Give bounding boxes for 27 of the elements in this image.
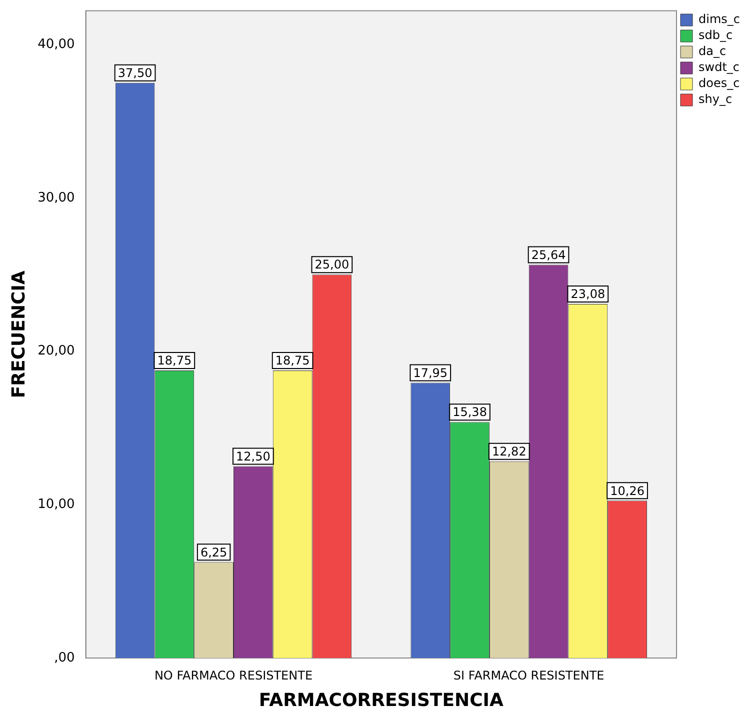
y-axis-title: FRECUENCIA	[8, 270, 30, 398]
data-label: 10,26	[610, 484, 644, 498]
data-label: 6,25	[200, 545, 228, 560]
x-tick-label: NO FARMACO RESISTENTE	[154, 668, 313, 682]
x-tick-label: SI FARMACO RESISTENTE	[453, 668, 604, 682]
data-label: 23,08	[570, 287, 606, 302]
y-tick-label: 10,00	[38, 497, 75, 512]
legend-label: sdb_c	[698, 28, 733, 42]
legend-label: da_c	[698, 44, 726, 58]
data-label: 37,50	[118, 66, 152, 80]
data-label: 18,75	[157, 354, 192, 368]
data-label: 17,95	[413, 366, 448, 380]
data-label: 12,82	[492, 444, 526, 459]
x-axis-title: FARMACORRESISTENCIA	[258, 690, 504, 711]
y-tick-label: ,00	[54, 650, 75, 666]
y-tick-label: 20,00	[38, 344, 75, 359]
legend-label: shy_c	[698, 92, 732, 106]
legend-label: swdt_c	[698, 60, 740, 74]
data-label: 12,50	[236, 449, 270, 464]
data-label: 25,64	[531, 248, 566, 262]
data-label: 18,75	[275, 354, 310, 368]
data-label: 15,38	[452, 405, 487, 420]
y-tick-label: 40,00	[38, 36, 75, 52]
legend-label: does_c	[698, 76, 740, 90]
legend-label: dims_c	[698, 12, 740, 26]
data-label: 25,00	[314, 258, 350, 272]
y-tick-label: 30,00	[38, 190, 75, 206]
